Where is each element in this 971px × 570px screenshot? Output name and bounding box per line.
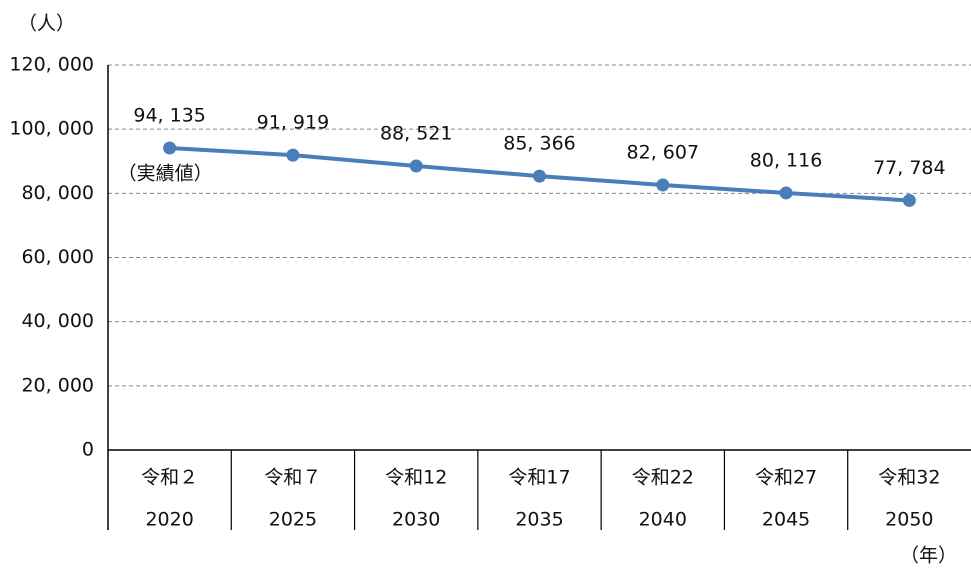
- data-label: 82, 607: [627, 141, 700, 163]
- data-label: 91, 919: [257, 112, 330, 134]
- x-tick-label: 令和12: [385, 467, 447, 489]
- x-tick-label: 令和32: [878, 467, 940, 489]
- y-unit: （人）: [18, 13, 75, 35]
- x-tick-year: 2030: [392, 509, 440, 531]
- point: [533, 169, 546, 183]
- x-tick-label: 令和７: [264, 467, 321, 489]
- x-tick-year: 2035: [515, 509, 563, 531]
- y-tick-label: 0: [82, 439, 94, 461]
- x-tick-label: 令和17: [508, 467, 570, 489]
- y-tick-label: 20, 000: [21, 374, 94, 396]
- point: [163, 141, 177, 155]
- data-label: 85, 366: [503, 133, 576, 155]
- x-tick-year: 2025: [269, 509, 317, 531]
- data-label: 94, 135: [133, 104, 206, 126]
- y-tick-label: 60, 000: [21, 246, 94, 268]
- x-tick-year: 2045: [762, 509, 810, 531]
- y-tick-label: 100, 000: [9, 118, 94, 140]
- y-tick-label: 80, 000: [21, 182, 94, 204]
- y-tick-label: 40, 000: [21, 310, 94, 332]
- point: [902, 193, 916, 207]
- point: [656, 178, 670, 192]
- x-unit: （年）: [900, 545, 957, 567]
- point: [779, 186, 793, 200]
- annotation: （実績値）: [118, 162, 213, 184]
- x-tick-label: 令和22: [632, 467, 694, 489]
- point: [409, 159, 423, 173]
- x-tick-label: 令和27: [755, 467, 817, 489]
- y-tick-label: 120, 000: [9, 54, 94, 76]
- data-label: 80, 116: [750, 149, 823, 171]
- x-tick-year: 2020: [145, 509, 193, 531]
- x-tick-year: 2050: [885, 509, 933, 531]
- data-label: 77, 784: [873, 157, 946, 179]
- x-tick-label: 令和２: [141, 467, 198, 489]
- x-tick-year: 2040: [639, 509, 687, 531]
- data-label: 88, 521: [380, 122, 453, 144]
- point: [286, 148, 300, 162]
